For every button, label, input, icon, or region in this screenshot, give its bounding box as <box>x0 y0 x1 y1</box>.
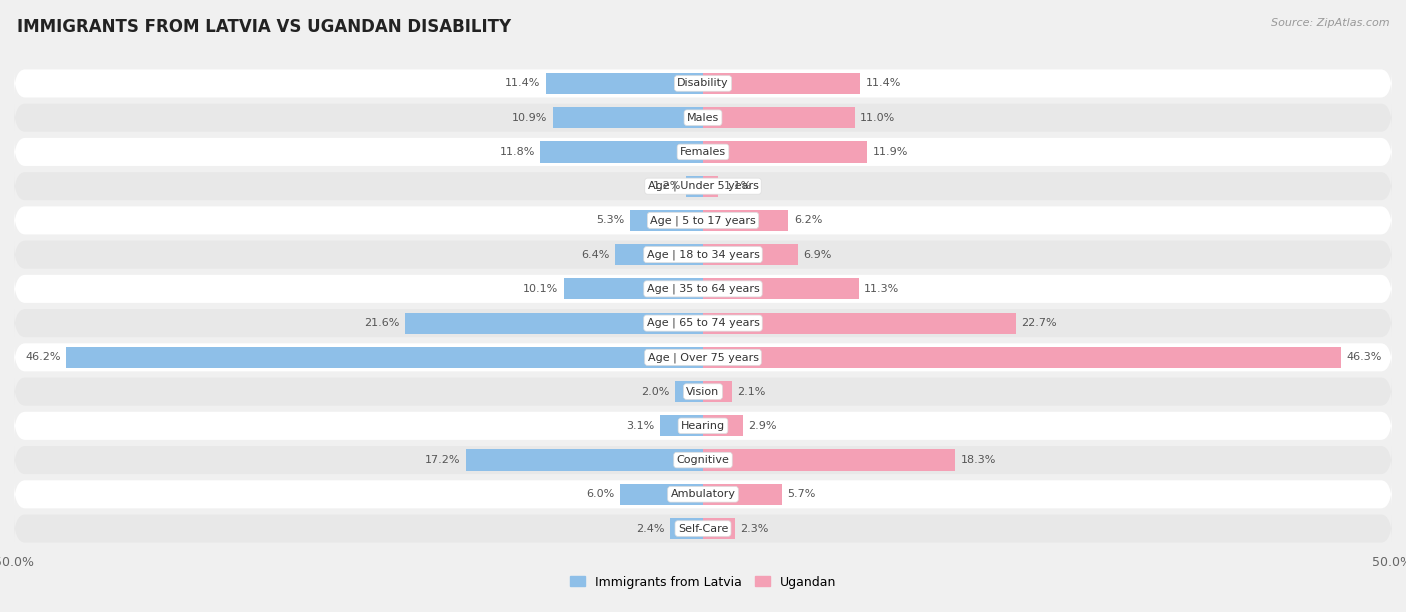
Text: Cognitive: Cognitive <box>676 455 730 465</box>
Bar <box>703 449 955 471</box>
Text: 6.2%: 6.2% <box>794 215 823 225</box>
FancyBboxPatch shape <box>14 103 1392 132</box>
Legend: Immigrants from Latvia, Ugandan: Immigrants from Latvia, Ugandan <box>565 570 841 594</box>
Text: 2.0%: 2.0% <box>641 387 669 397</box>
Text: 11.0%: 11.0% <box>860 113 896 122</box>
Text: Males: Males <box>688 113 718 122</box>
Text: Hearing: Hearing <box>681 421 725 431</box>
Bar <box>630 210 703 231</box>
FancyBboxPatch shape <box>14 172 1392 200</box>
Text: Age | Under 5 years: Age | Under 5 years <box>648 181 758 192</box>
Text: Source: ZipAtlas.com: Source: ZipAtlas.com <box>1271 18 1389 28</box>
Text: Self-Care: Self-Care <box>678 523 728 534</box>
Text: 11.4%: 11.4% <box>866 78 901 89</box>
Bar <box>620 483 703 505</box>
Text: Age | 5 to 17 years: Age | 5 to 17 years <box>650 215 756 226</box>
Bar <box>405 313 703 334</box>
Text: Age | 35 to 64 years: Age | 35 to 64 years <box>647 283 759 294</box>
Text: 5.7%: 5.7% <box>787 490 815 499</box>
Bar <box>614 244 703 265</box>
Text: Age | 18 to 34 years: Age | 18 to 34 years <box>647 250 759 260</box>
Text: IMMIGRANTS FROM LATVIA VS UGANDAN DISABILITY: IMMIGRANTS FROM LATVIA VS UGANDAN DISABI… <box>17 18 510 36</box>
Text: 6.0%: 6.0% <box>586 490 614 499</box>
Text: Age | Over 75 years: Age | Over 75 years <box>648 352 758 362</box>
FancyBboxPatch shape <box>14 412 1392 440</box>
FancyBboxPatch shape <box>14 480 1392 509</box>
Text: 10.1%: 10.1% <box>523 284 558 294</box>
Text: Age | 65 to 74 years: Age | 65 to 74 years <box>647 318 759 329</box>
Text: 11.4%: 11.4% <box>505 78 540 89</box>
Bar <box>675 381 703 402</box>
FancyBboxPatch shape <box>14 275 1392 303</box>
Text: 2.3%: 2.3% <box>740 523 769 534</box>
Bar <box>703 278 859 299</box>
Text: 2.9%: 2.9% <box>748 421 778 431</box>
Bar <box>540 141 703 163</box>
Text: 2.1%: 2.1% <box>738 387 766 397</box>
Bar <box>703 244 799 265</box>
FancyBboxPatch shape <box>14 206 1392 234</box>
FancyBboxPatch shape <box>14 309 1392 337</box>
Bar <box>703 483 782 505</box>
Text: 11.9%: 11.9% <box>873 147 908 157</box>
Bar <box>703 313 1015 334</box>
Bar <box>703 347 1341 368</box>
Text: 10.9%: 10.9% <box>512 113 547 122</box>
Text: 46.3%: 46.3% <box>1347 353 1382 362</box>
Bar <box>66 347 703 368</box>
FancyBboxPatch shape <box>14 241 1392 269</box>
Text: Ambulatory: Ambulatory <box>671 490 735 499</box>
FancyBboxPatch shape <box>14 343 1392 371</box>
Bar <box>703 107 855 129</box>
FancyBboxPatch shape <box>14 378 1392 406</box>
Text: 21.6%: 21.6% <box>364 318 399 328</box>
Bar <box>661 415 703 436</box>
Text: 46.2%: 46.2% <box>25 353 60 362</box>
Bar <box>703 141 868 163</box>
Bar <box>553 107 703 129</box>
FancyBboxPatch shape <box>14 69 1392 97</box>
Text: Vision: Vision <box>686 387 720 397</box>
Text: 22.7%: 22.7% <box>1021 318 1057 328</box>
Bar <box>703 518 735 539</box>
Text: 18.3%: 18.3% <box>960 455 995 465</box>
Text: 5.3%: 5.3% <box>596 215 624 225</box>
Text: 11.3%: 11.3% <box>865 284 900 294</box>
Text: 3.1%: 3.1% <box>627 421 655 431</box>
Text: 11.8%: 11.8% <box>499 147 534 157</box>
FancyBboxPatch shape <box>14 138 1392 166</box>
Text: 2.4%: 2.4% <box>636 523 665 534</box>
Bar <box>703 73 860 94</box>
Bar <box>564 278 703 299</box>
Bar <box>546 73 703 94</box>
FancyBboxPatch shape <box>14 446 1392 474</box>
Text: 6.9%: 6.9% <box>804 250 832 259</box>
FancyBboxPatch shape <box>14 515 1392 543</box>
Bar <box>703 210 789 231</box>
Text: 17.2%: 17.2% <box>425 455 461 465</box>
Text: Females: Females <box>681 147 725 157</box>
Bar <box>686 176 703 197</box>
Bar <box>703 381 733 402</box>
Bar <box>669 518 703 539</box>
Bar <box>703 415 742 436</box>
Text: 6.4%: 6.4% <box>581 250 609 259</box>
Text: Disability: Disability <box>678 78 728 89</box>
Text: 1.1%: 1.1% <box>724 181 752 191</box>
Bar <box>465 449 703 471</box>
Bar <box>703 176 718 197</box>
Text: 1.2%: 1.2% <box>652 181 681 191</box>
